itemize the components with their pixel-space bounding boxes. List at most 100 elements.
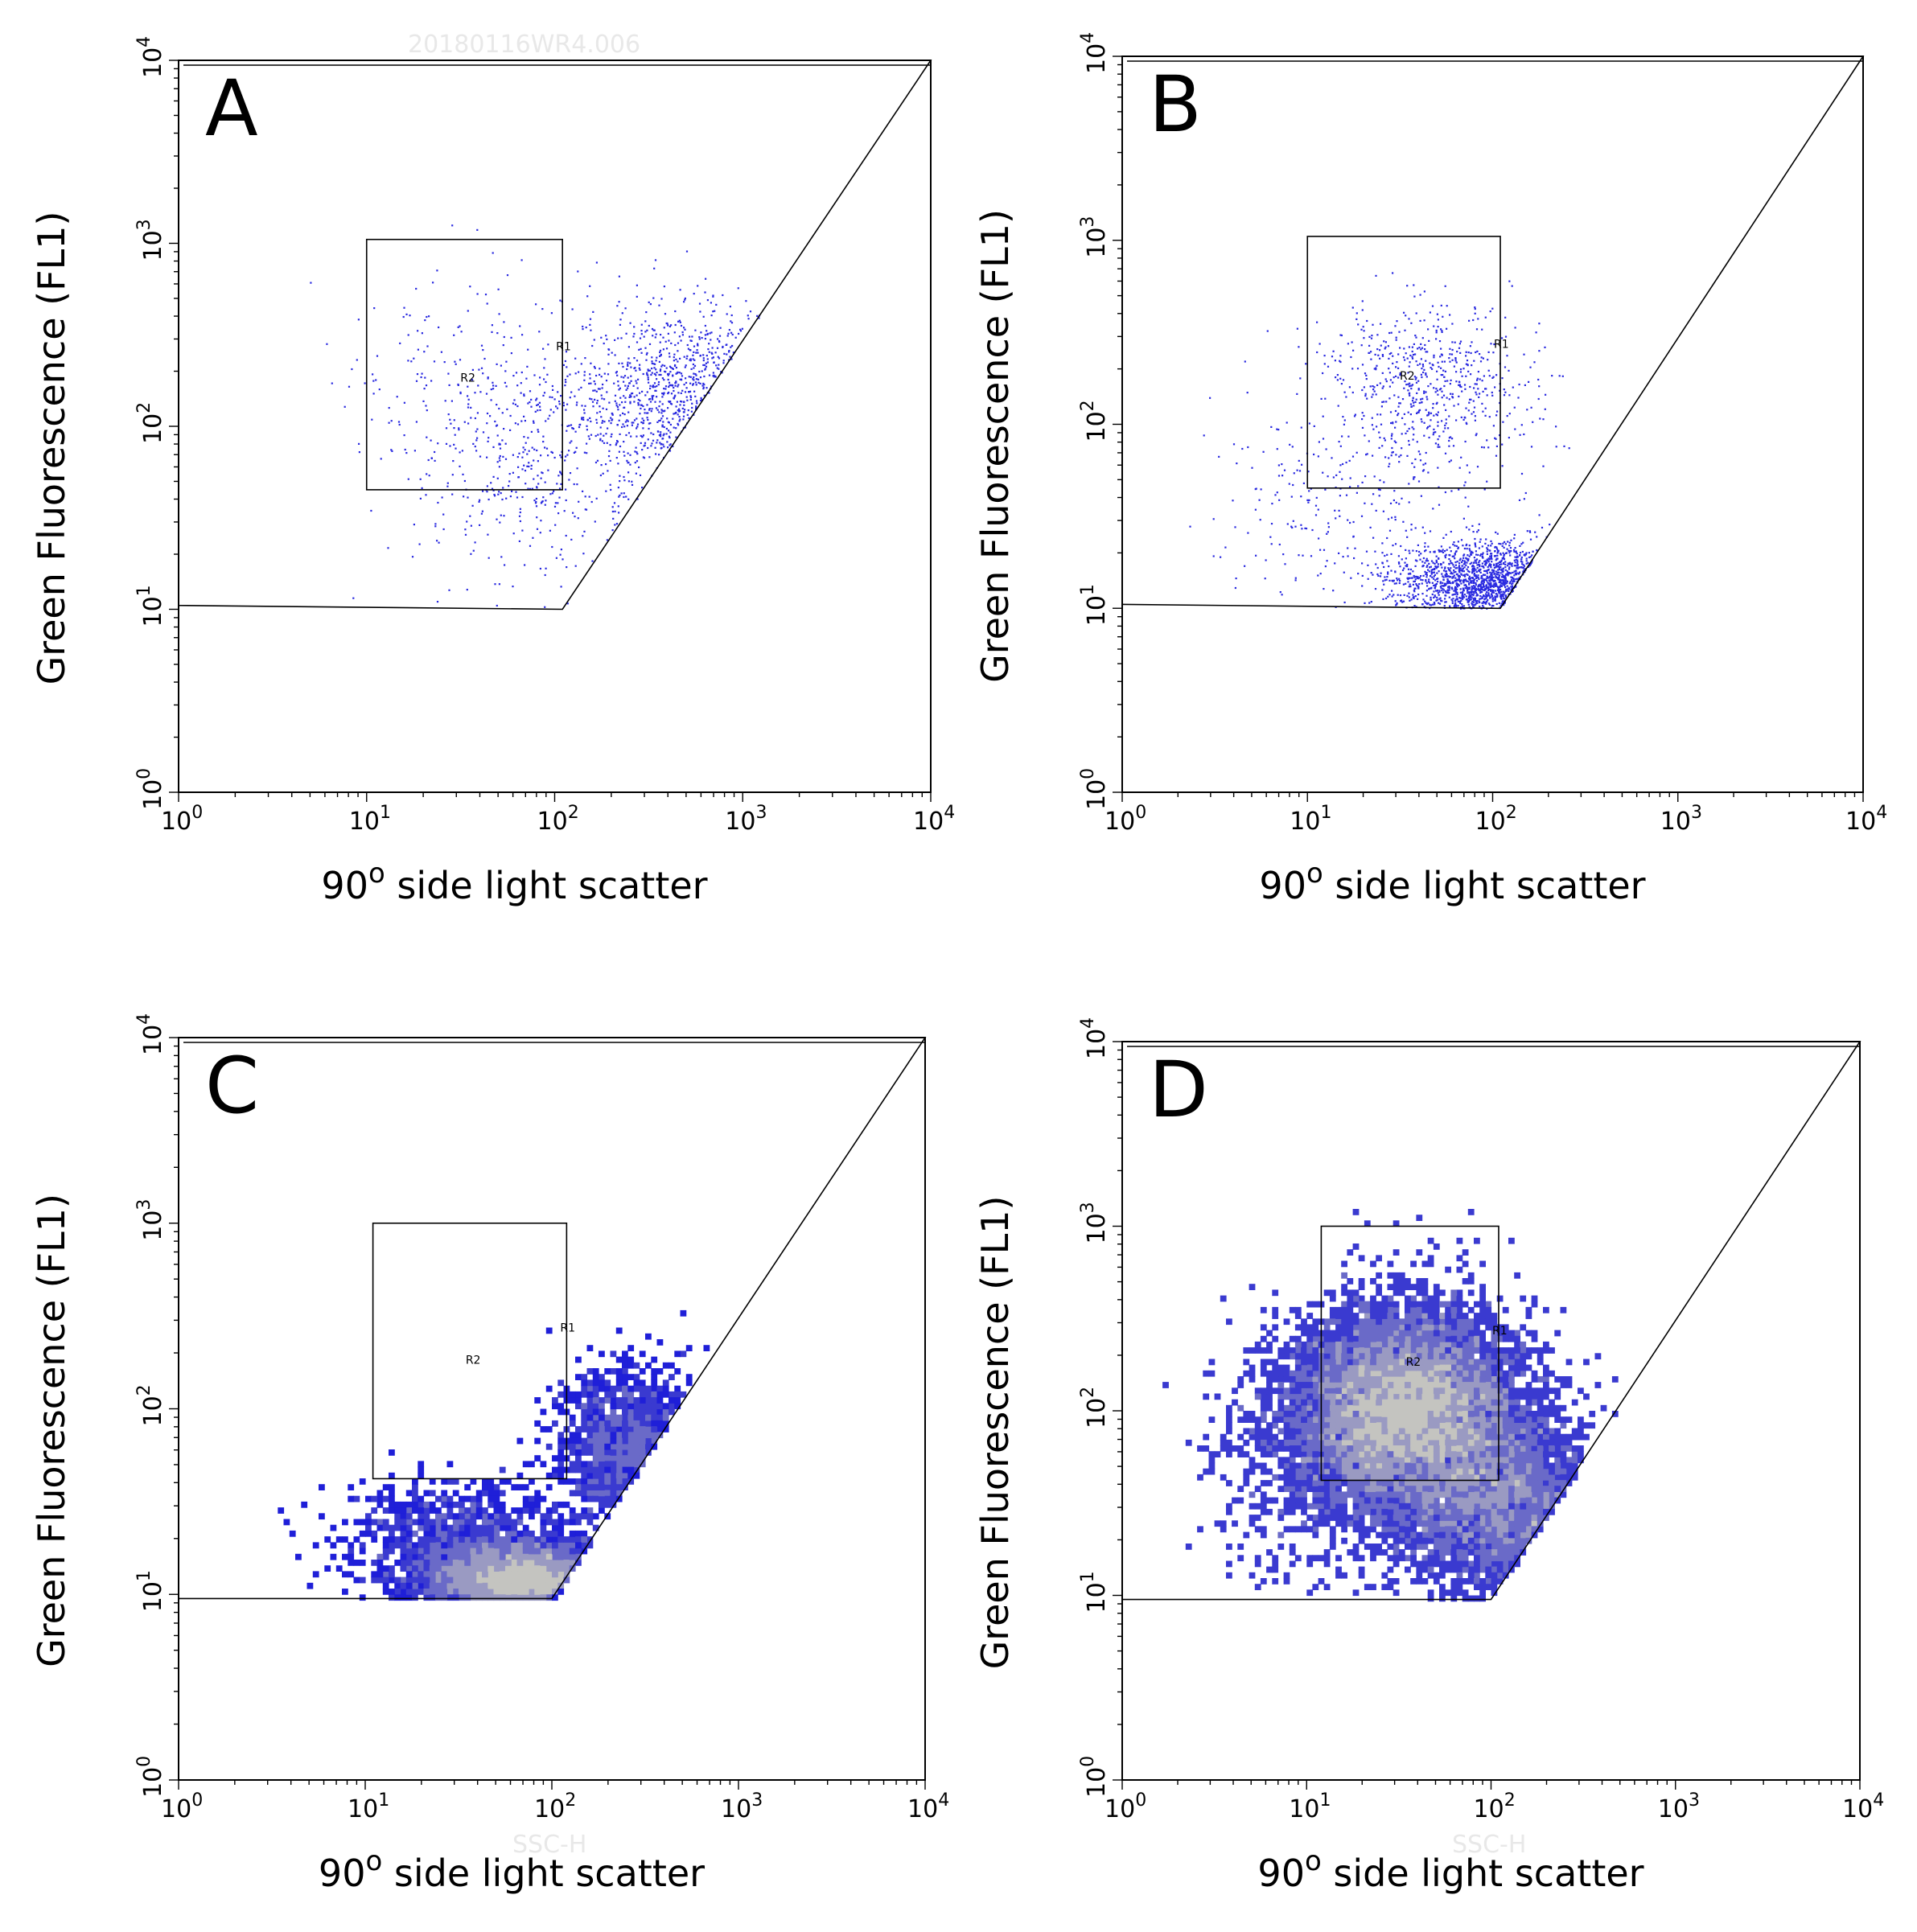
event-dot [1236,462,1238,465]
event-dot [1415,583,1417,586]
event-dot [1458,565,1461,567]
event-dot [590,500,593,504]
event-dot [512,402,515,405]
density-cell [400,1519,407,1526]
gate-r2-label: R2 [1400,370,1415,383]
event-dot [667,407,669,409]
event-dot [1360,344,1363,347]
event-dot [717,356,719,358]
event-dot [1508,563,1511,565]
density-cell [627,1443,635,1450]
density-cell [435,1589,442,1595]
event-dot [1444,452,1447,454]
density-cell [656,1426,664,1433]
event-dot [1467,588,1469,590]
density-cell [505,1524,512,1531]
event-dot [1454,603,1457,606]
density-cell [627,1356,635,1363]
event-dot [1289,443,1291,446]
event-dot [626,419,628,421]
event-dot [1527,565,1529,568]
event-dot [1504,579,1507,582]
event-dot [1427,425,1430,429]
density-cell [441,1495,448,1502]
density-cell [651,1356,658,1363]
event-dot [549,529,551,532]
event-dot [627,357,630,360]
event-dot [1459,371,1462,373]
event-dot [594,520,596,523]
event-dot [1477,529,1479,532]
event-dot [1421,421,1423,423]
event-dot [1463,566,1466,569]
event-dot [1458,565,1460,569]
density-cell [592,1472,599,1479]
event-dot [679,321,681,323]
density-cell [482,1519,488,1526]
density-cell [400,1507,407,1514]
event-dot [644,394,647,397]
event-dot [1428,413,1430,415]
event-dot [615,457,618,459]
event-dot [537,429,539,431]
event-dot [1524,384,1526,386]
event-dot [1388,357,1390,360]
event-dot [684,366,686,368]
density-cell [359,1560,366,1566]
density-cell [441,1530,448,1537]
event-dot [512,454,514,456]
density-cell [569,1542,576,1549]
density-cell [412,1571,418,1578]
event-dot [591,401,594,403]
density-cell [668,1397,675,1404]
event-dot [1315,496,1318,499]
event-dot [1483,446,1485,449]
event-dot [1500,585,1504,587]
density-cell [534,1490,541,1497]
event-dot [747,314,749,317]
density-cell [423,1560,430,1566]
density-cell [622,1350,628,1358]
event-dot [605,335,607,337]
density-cell [511,1530,518,1537]
event-dot [1487,369,1490,372]
event-dot [1471,586,1473,588]
event-dot [636,451,638,454]
density-cell [464,1484,471,1490]
event-dot [1446,305,1448,307]
event-dot [622,365,624,368]
density-cell [557,1379,565,1387]
event-dot [1535,331,1537,334]
density-cell [633,1449,640,1456]
event-dot [1462,592,1464,594]
event-dot [722,360,725,362]
event-dot [448,589,450,591]
event-dot [631,392,634,395]
event-dot [1437,438,1439,441]
event-dot [1425,396,1428,398]
density-cell [499,1542,506,1549]
event-dot [1497,571,1499,573]
event-dot [1471,590,1473,593]
event-dot [1496,577,1499,579]
event-dot [1411,400,1414,402]
event-dot [1420,343,1422,345]
event-dot [1336,379,1339,381]
event-dot [1351,341,1353,343]
event-dot [1497,565,1499,567]
density-cell [599,1379,605,1387]
event-dot [680,324,683,327]
event-dot [664,388,667,390]
event-dot [583,412,586,414]
density-cell [423,1542,430,1549]
event-dot [1324,565,1327,568]
event-dot [1430,598,1432,601]
density-cell [470,1589,477,1595]
event-dot [541,308,544,310]
event-dot [1471,602,1473,605]
event-dot [726,313,728,315]
event-dot [1516,553,1518,555]
density-cell [604,1426,611,1433]
event-dot [651,372,653,374]
event-dot [1491,569,1493,571]
